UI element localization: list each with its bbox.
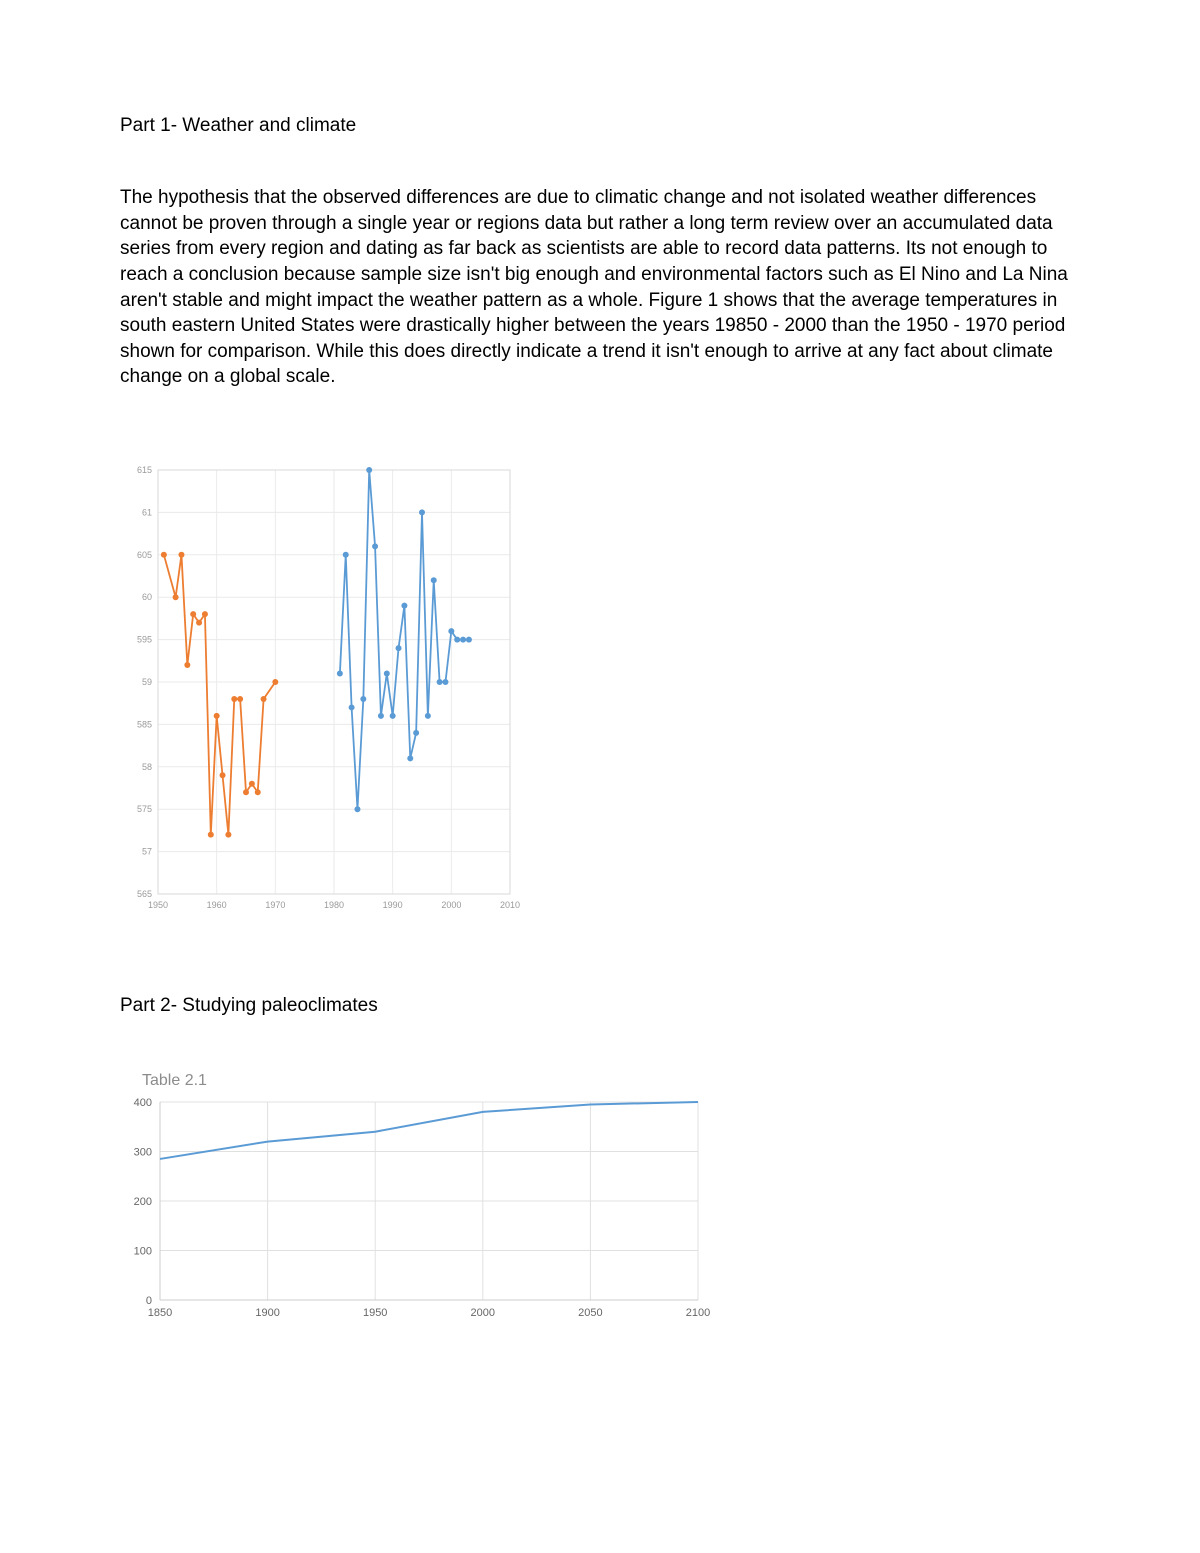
svg-text:60: 60 — [142, 592, 152, 602]
svg-text:575: 575 — [137, 804, 152, 814]
chart2-title: Table 2.1 — [142, 1072, 1080, 1090]
svg-text:100: 100 — [134, 1246, 152, 1258]
svg-text:57: 57 — [142, 847, 152, 857]
svg-text:59: 59 — [142, 677, 152, 687]
svg-text:1980: 1980 — [324, 900, 344, 910]
svg-text:200: 200 — [134, 1196, 152, 1208]
svg-text:595: 595 — [137, 635, 152, 645]
svg-text:1950: 1950 — [363, 1307, 387, 1319]
part2-heading: Part 2- Studying paleoclimates — [120, 995, 1080, 1017]
svg-text:2050: 2050 — [578, 1307, 602, 1319]
svg-text:605: 605 — [137, 550, 152, 560]
svg-text:58: 58 — [142, 762, 152, 772]
svg-text:2100: 2100 — [686, 1307, 710, 1319]
svg-text:0: 0 — [146, 1295, 152, 1307]
svg-text:300: 300 — [134, 1147, 152, 1159]
svg-text:1850: 1850 — [148, 1307, 172, 1319]
svg-text:2000: 2000 — [441, 900, 461, 910]
chart1: 565 57 575 58 585 59 595 60 605 61 615 1950 1960 1970… — [120, 460, 520, 920]
svg-text:2000: 2000 — [471, 1307, 495, 1319]
svg-text:565: 565 — [137, 889, 152, 899]
chart1-container: 565 57 575 58 585 59 595 60 605 61 615 1950 1960 1970… — [120, 460, 1080, 925]
part1-body: The hypothesis that the observed differe… — [120, 185, 1080, 390]
chart2-container: Table 2.1 0 100 200 300 400 1850 1900 1950 2000 2… — [120, 1072, 1080, 1331]
svg-text:1970: 1970 — [265, 900, 285, 910]
svg-text:585: 585 — [137, 720, 152, 730]
svg-text:1960: 1960 — [207, 900, 227, 910]
svg-text:400: 400 — [134, 1097, 152, 1109]
svg-text:1900: 1900 — [255, 1307, 279, 1319]
svg-text:1950: 1950 — [148, 900, 168, 910]
svg-text:1990: 1990 — [383, 900, 403, 910]
svg-text:61: 61 — [142, 508, 152, 518]
chart2: 0 100 200 300 400 1850 1900 1950 2000 2050 2100 — [120, 1096, 710, 1326]
svg-text:2010: 2010 — [500, 900, 520, 910]
part1-heading: Part 1- Weather and climate — [120, 115, 1080, 137]
svg-text:615: 615 — [137, 465, 152, 475]
page: Part 1- Weather and climate The hypothes… — [0, 0, 1200, 1553]
